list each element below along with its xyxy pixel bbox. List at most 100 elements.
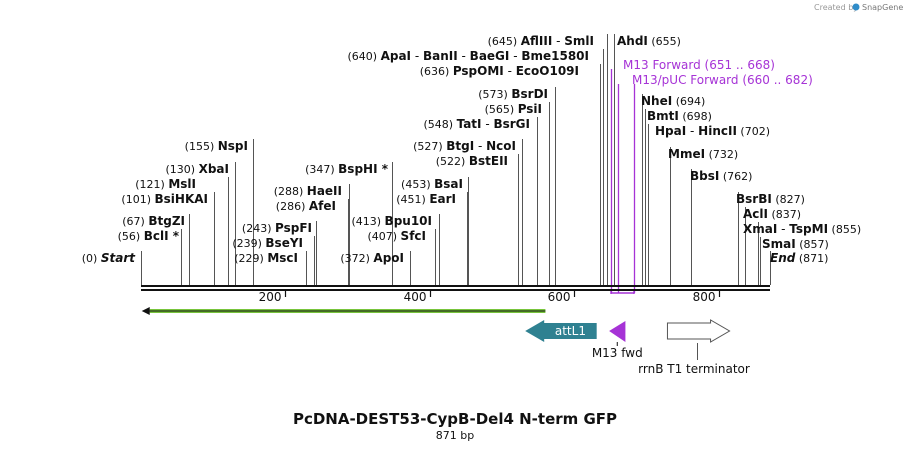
enzyme-label: (121) MslI [135,177,196,191]
enzyme-start: (0) Start [82,251,142,285]
feature-rrnb-t1-terminator: rrnB T1 terminator [638,319,750,376]
map-title: PcDNA-DEST53-CypB-Del4 N-term GFP [293,410,617,428]
enzyme-pspomi-ecoo109i: (636) PspOMI - EcoO109I [420,64,601,285]
enzyme-acli: AclI (837) [743,207,801,285]
enzyme-label: (239) BseYI [232,236,303,250]
enzyme-sites: (0) Start (56) BclI *(67) BtgZI (101) BsiH… [82,34,861,285]
enzyme-label: XmaI - TspMI (855) [743,222,861,236]
enzyme-eari: (451) EarI [396,192,468,285]
feature-attl1: attL1 [525,320,597,342]
enzyme-ahdi: AhdI (655) [614,34,681,285]
enzyme-label: (288) HaeII [274,184,342,198]
sequence-length: 871 bp [436,429,474,442]
enzyme-xbai: (130) XbaI [166,162,236,285]
snapgene-logo-icon [852,3,860,11]
enzyme-bsteii: (522) BstEII [436,154,519,285]
enzyme-hpai-hincii: HpaI - HincII (702) [648,124,770,285]
enzyme-label: (453) BsaI [401,177,463,191]
enzyme-bbsi: BbsI (762) [690,169,752,285]
enzyme-label: (645) AflIII - SmlI [488,34,594,48]
enzyme-bsrdi: (573) BsrDI [478,87,556,285]
enzyme-bsphi: (347) BspHI * [305,162,393,285]
enzyme-label: NheI (694) [641,94,705,108]
enzyme-label: (229) MscI [234,251,298,265]
enzyme-label: (56) BclI * [118,229,180,243]
enzyme-label: End (871) [770,251,828,265]
feature-gfp [141,307,546,315]
enzyme-label: HpaI - HincII (702) [655,124,770,138]
enzyme-label: BbsI (762) [690,169,752,183]
enzyme-xmai-tspmi: XmaI - TspMI (855) [743,222,861,285]
m13-fwd-arrow-shape [609,321,626,342]
enzyme-tati-bsrgi: (548) TatI - BsrGI [423,117,538,285]
enzyme-label: (101) BsiHKAI [121,192,208,206]
enzyme-label: (155) NspI [185,139,248,153]
enzyme-label: AhdI (655) [617,34,681,48]
enzyme-haeii: (288) HaeII [274,184,350,285]
primer-label: M13 Forward (651 .. 668) [623,58,775,72]
enzyme-label: (407) SfcI [367,229,426,243]
primer-sites: M13 Forward (651 .. 668)M13/pUC Forward … [610,58,813,294]
enzyme-afei: (286) AfeI [276,199,349,285]
enzyme-label: (130) XbaI [166,162,230,176]
ruler-ticks: 200 400 600 800 [259,290,721,304]
enzyme-label: (522) BstEII [436,154,508,168]
enzyme-nspi: (155) NspI [185,139,254,285]
enzyme-mmei: MmeI (732) [668,147,738,285]
ruler-tick-label: 800 [693,290,716,304]
enzyme-label: (286) AfeI [276,199,336,213]
feature-m13-fwd: M13 fwd [592,321,643,360]
enzyme-bsihkai: (101) BsiHKAI [121,192,215,285]
terminator-arrow-shape [666,319,731,343]
enzyme-bpu10i: (413) Bpu10I [351,214,440,285]
credit-brand: SnapGene [862,3,903,12]
enzyme-label: (565) PsiI [485,102,542,116]
primer-label: M13/pUC Forward (660 .. 682) [632,73,813,87]
enzyme-sfci: (407) SfcI [367,229,436,285]
m13-fwd-label: M13 fwd [592,346,643,360]
enzyme-label: (0) Start [82,251,136,265]
enzyme-label: SmaI (857) [762,237,829,251]
terminator-label: rrnB T1 terminator [638,362,750,376]
enzyme-psii: (565) PsiI [485,102,550,285]
enzyme-label: (413) Bpu10I [351,214,432,228]
enzyme-pspfi: (243) PspFI [242,221,317,285]
enzyme-smai: SmaI (857) [760,237,829,285]
enzyme-label: BmtI (698) [647,109,712,123]
enzyme-label: (636) PspOMI - EcoO109I [420,64,579,78]
gfp-arrowhead-icon [141,307,150,315]
enzyme-btgi-ncoi: (527) BtgI - NcoI [413,139,523,285]
enzyme-label: AclI (837) [743,207,801,221]
ruler-tick-label: 600 [548,290,571,304]
enzyme-label: (372) ApoI [340,251,404,265]
primer-m13-forward: M13 Forward (651 .. 668) [610,58,775,293]
enzyme-label: (243) PspFI [242,221,312,235]
enzyme-label: (573) BsrDI [478,87,548,101]
enzyme-label: (548) TatI - BsrGI [423,117,530,131]
attl1-label: attL1 [555,324,586,338]
enzyme-label: (347) BspHI * [305,162,389,176]
enzyme-msli: (121) MslI [135,177,229,285]
enzyme-label: (640) ApaI - BanII - BaeGI - Bme1580I [347,49,589,63]
enzyme-label: MmeI (732) [668,147,738,161]
enzyme-label: (67) BtgZI [122,214,185,228]
enzyme-nhei: NheI (694) [641,94,705,285]
ruler-tick-label: 400 [404,290,427,304]
enzyme-btgzi: (67) BtgZI [122,214,190,285]
ruler-tick-label: 200 [259,290,282,304]
attl1-arrow-shape [525,320,597,342]
enzyme-label: (527) BtgI - NcoI [413,139,516,153]
enzyme-apoi: (372) ApoI [340,251,411,285]
enzyme-label: (451) EarI [396,192,456,206]
enzyme-bsai: (453) BsaI [401,177,469,285]
enzyme-bcli: (56) BclI * [118,229,182,285]
enzyme-bsrbi: BsrBI (827) [736,192,805,285]
enzyme-apai-banii-baegi-bme1580i: (640) ApaI - BanII - BaeGI - Bme1580I [347,49,604,285]
credit-prefix: Created by [814,3,858,12]
primer-m13-puc-forward: M13/pUC Forward (660 .. 682) [617,73,813,293]
enzyme-afliii-smli: (645) AflIII - SmlI [488,34,608,285]
features: attL1 M13 fwd rrnB T1 terminator [141,307,750,376]
enzyme-bmti: BmtI (698) [645,109,712,285]
enzyme-label: BsrBI (827) [736,192,805,206]
